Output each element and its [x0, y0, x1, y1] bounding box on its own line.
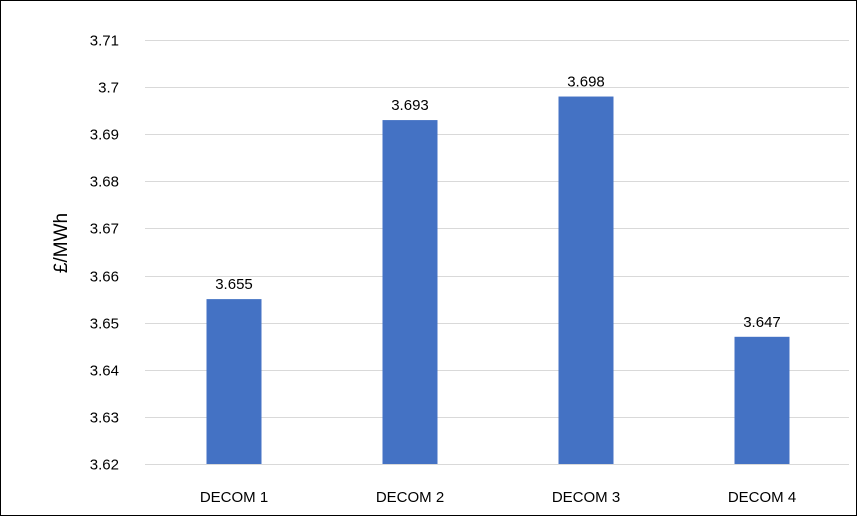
bar-decom-4 — [734, 336, 790, 464]
bar-decom-1 — [206, 299, 262, 464]
bar-decom-3 — [558, 96, 614, 465]
y-tick-label: 3.63 — [90, 410, 119, 427]
data-label: 3.698 — [567, 74, 605, 91]
y-tick-label: 3.67 — [90, 221, 119, 238]
y-tick-label: 3.7 — [98, 80, 119, 97]
x-axis-ticks: DECOM 1 DECOM 2 DECOM 3 DECOM 4 — [200, 489, 796, 506]
data-label: 3.655 — [215, 276, 253, 293]
y-tick-label: 3.68 — [90, 174, 119, 191]
y-tick-label: 3.62 — [90, 457, 119, 474]
y-tick-label: 3.66 — [90, 269, 119, 286]
y-axis-title: £/MWh — [51, 213, 72, 273]
y-axis-ticks: 3.62 3.63 3.64 3.65 3.66 3.67 3.68 3.69 3.7 3.71 — [90, 33, 119, 474]
gridlines — [145, 40, 849, 465]
x-tick-label: DECOM 1 — [200, 489, 268, 506]
bars — [206, 96, 790, 465]
x-tick-label: DECOM 2 — [376, 489, 444, 506]
y-tick-label: 3.65 — [90, 316, 119, 333]
x-tick-label: DECOM 4 — [728, 489, 796, 506]
y-tick-label: 3.71 — [90, 33, 119, 50]
bar-decom-2 — [382, 120, 438, 464]
y-tick-label: 3.64 — [90, 363, 119, 380]
x-tick-label: DECOM 3 — [552, 489, 620, 506]
data-labels: 3.655 3.693 3.698 3.647 — [215, 74, 781, 331]
data-label: 3.693 — [391, 97, 429, 114]
y-tick-label: 3.69 — [90, 127, 119, 144]
data-label: 3.647 — [743, 314, 781, 331]
